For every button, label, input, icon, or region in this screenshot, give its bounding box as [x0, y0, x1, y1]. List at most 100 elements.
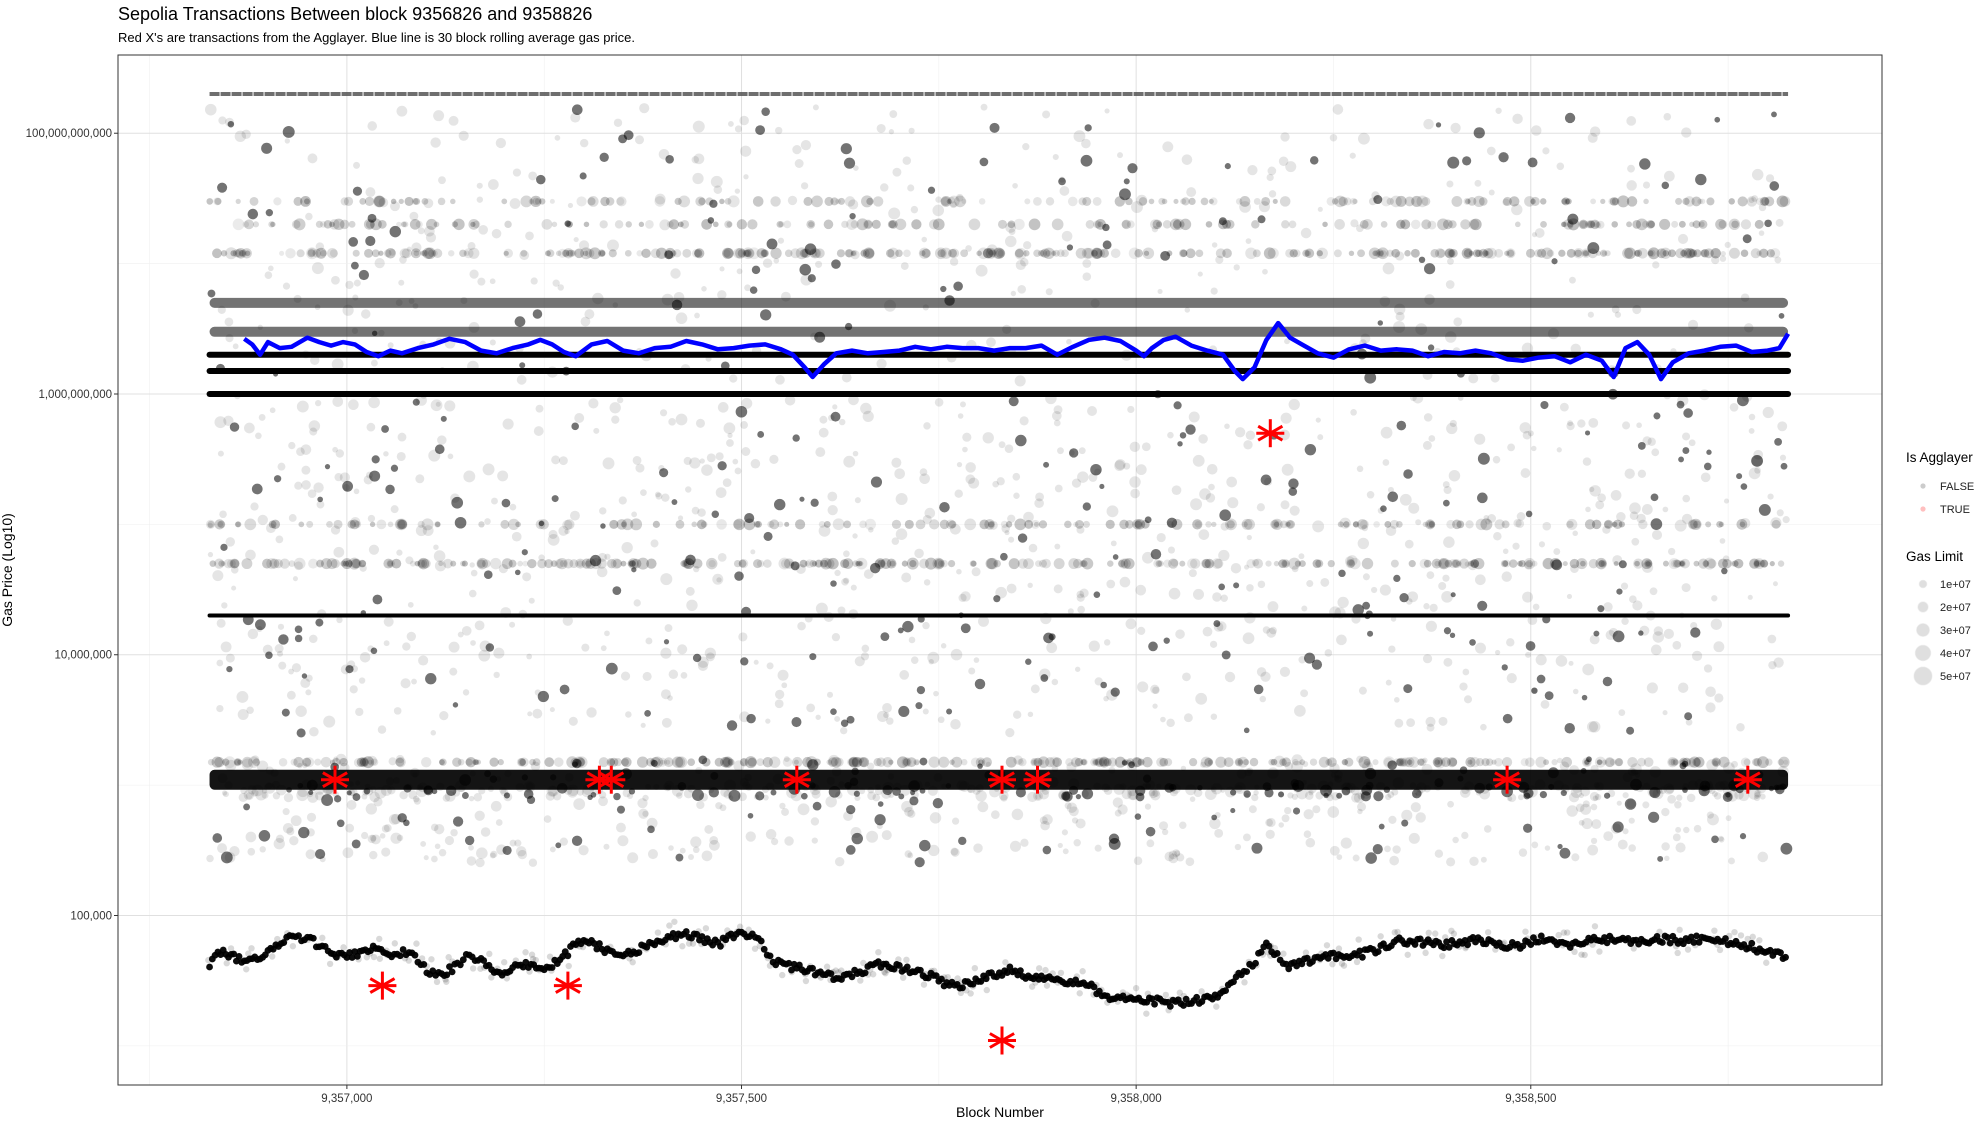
transaction-point [1382, 459, 1390, 466]
base-fee-point [654, 929, 662, 936]
gas-price-band-point [1451, 195, 1463, 207]
gas-price-band-point [220, 250, 228, 257]
transaction-point [514, 839, 522, 847]
gas-price-band-point [217, 520, 226, 529]
gas-price-band-point [1465, 520, 1474, 529]
transaction-point [877, 801, 884, 807]
transaction-point [1384, 845, 1391, 853]
y-tick-label: 100,000,000,000 [26, 128, 112, 140]
gas-price-band-point [1234, 758, 1244, 767]
transaction-point [1649, 786, 1661, 799]
transaction-point [1258, 201, 1271, 213]
transaction-point [775, 374, 785, 385]
transaction-point [727, 121, 734, 127]
transaction-point [519, 250, 530, 261]
gas-price-band-point [609, 757, 619, 767]
transaction-point [1077, 605, 1086, 614]
transaction-point [1405, 598, 1413, 605]
transaction-point [1137, 626, 1146, 636]
gas-price-band-point [262, 558, 272, 569]
transaction-point [642, 794, 649, 802]
transaction-point [1421, 763, 1433, 775]
transaction-point [659, 468, 669, 478]
transaction-point [854, 795, 861, 802]
transaction-point [941, 783, 947, 790]
transaction-point [810, 498, 819, 507]
transaction-point [430, 823, 439, 832]
transaction-point [1415, 323, 1428, 336]
rolling-average-layer [242, 320, 1791, 382]
transaction-point [1210, 786, 1217, 793]
transaction-point [378, 197, 389, 208]
transaction-point [1141, 442, 1151, 452]
base-fee-point [1298, 960, 1306, 968]
gas-price-band-point [383, 249, 392, 258]
transaction-point [902, 156, 912, 165]
gas-price-band-point [695, 196, 706, 207]
transaction-point [1212, 592, 1222, 602]
gas-price-band-point [1459, 558, 1470, 569]
transaction-point [840, 726, 848, 735]
gas-price-band-point [1662, 250, 1670, 257]
gas-price-band-point [235, 198, 241, 205]
gas-price-band-point [743, 249, 752, 258]
transaction-point [904, 806, 914, 817]
transaction-point [1622, 828, 1629, 835]
transaction-point [1020, 257, 1029, 267]
gas-price-band-point [1326, 197, 1336, 206]
gas-price-band-point [359, 758, 368, 767]
gas-price-band-point [349, 519, 360, 530]
base-fee-point [1073, 973, 1081, 980]
transaction-point [590, 792, 597, 798]
transaction-point [818, 427, 829, 438]
gas-price-band-point [714, 757, 724, 767]
gas-price-band-point [473, 759, 480, 766]
transaction-point [1246, 534, 1252, 541]
transaction-point [430, 399, 443, 412]
transaction-point [716, 577, 722, 583]
transaction-point [1090, 463, 1102, 476]
gas-price-band-point [1028, 218, 1041, 231]
base-fee-point [1162, 991, 1170, 999]
transaction-point [1160, 250, 1171, 261]
transaction-point [1357, 792, 1365, 800]
transaction-point [1234, 427, 1246, 438]
gas-price-band-point [915, 519, 926, 530]
gas-price-band-point [356, 757, 367, 767]
transaction-point [1230, 563, 1242, 574]
transaction-point [1012, 182, 1018, 189]
gas-price-band-point [1561, 197, 1570, 206]
gas-price-band-point [951, 756, 963, 768]
transaction-point [290, 815, 302, 827]
transaction-point [800, 139, 812, 151]
transaction-point [1711, 255, 1720, 265]
transaction-point [1474, 179, 1482, 187]
transaction-point [1747, 594, 1753, 600]
gas-price-band-point [1674, 559, 1682, 568]
gas-price-band-point [268, 221, 275, 228]
gas-price-band-point [1352, 521, 1360, 528]
transaction-point [1106, 505, 1119, 518]
transaction-point [1653, 626, 1664, 636]
transaction-point [345, 280, 354, 290]
transaction-point [250, 502, 259, 511]
transaction-point [558, 525, 569, 536]
gas-price-band-point [358, 757, 369, 768]
gas-price-band-point [911, 219, 922, 230]
gas-price-band-point [608, 249, 617, 258]
transaction-point [809, 782, 816, 789]
transaction-point [495, 776, 502, 782]
agglayer-transaction-marker [368, 971, 397, 1000]
gas-price-band-point [978, 198, 986, 205]
transaction-point [1624, 798, 1637, 810]
transaction-point [1592, 795, 1598, 801]
transaction-point [1327, 786, 1334, 793]
base-fee-point [1335, 945, 1343, 952]
transaction-point [1364, 371, 1377, 384]
gas-price-band-point [1155, 560, 1163, 567]
transaction-point [1629, 511, 1639, 521]
gas-price-band-point [1200, 756, 1212, 768]
gas-price-band-point [1525, 559, 1533, 568]
transaction-point [1035, 492, 1045, 502]
transaction-point [372, 594, 383, 605]
